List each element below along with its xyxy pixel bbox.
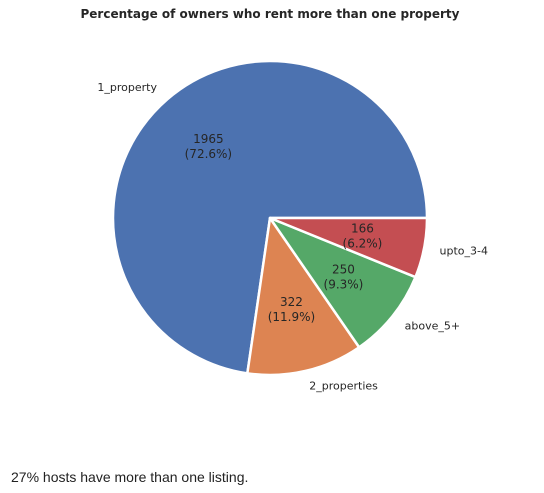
slice-value-label-above-5: 250 (9.3%) <box>324 262 364 291</box>
pie-slices: 1_property 1965 (72.6%) 2_properties 322 (11.… <box>97 59 488 393</box>
slice-label-2-properties: 2_properties <box>309 380 378 393</box>
pie-slice-2-properties <box>246 216 361 377</box>
pie-slice-upto-3-4 <box>268 216 429 279</box>
slice-value-label-upto-3-4: 166 (6.2%) <box>343 222 383 251</box>
slice-value-label-1-property: 1965 (72.6%) <box>185 132 232 161</box>
slice-label-upto-3-4: upto_3-4 <box>439 245 487 258</box>
slice-value-label-2-properties: 322 (11.9%) <box>268 295 315 324</box>
slice-label-above-5: above_5+ <box>405 320 460 333</box>
caption-text: 27% hosts have more than one listing. <box>11 469 249 485</box>
pie-chart: Percentage of owners who rent more than … <box>81 7 488 393</box>
chart-title: Percentage of owners who rent more than … <box>81 7 460 21</box>
slice-label-1-property: 1_property <box>97 81 157 94</box>
pie-slice-above-5 <box>268 216 417 349</box>
